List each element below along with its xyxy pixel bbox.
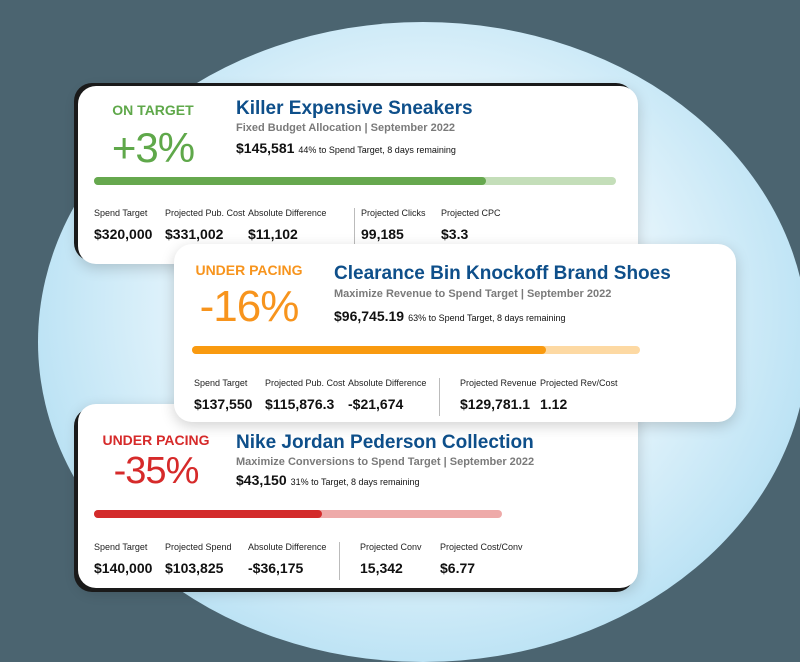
progress-fill (192, 346, 546, 354)
campaign-subtitle: Maximize Revenue to Spend Target | Septe… (334, 288, 612, 300)
campaign-title[interactable]: Clearance Bin Knockoff Brand Shoes (334, 263, 671, 284)
spend-amount: $145,581 (236, 140, 295, 156)
progress-fill (94, 510, 323, 518)
metric-projected-pub-cost: Projected Pub. Cost $331,002 (165, 208, 246, 242)
metric-absolute-difference: Absolute Difference -$21,674 (348, 378, 427, 412)
metric-projected-revenue: Projected Revenue $129,781.1 (460, 378, 537, 412)
campaign-card-killer-expensive-sneakers[interactable]: ON TARGET +3% Killer Expensive Sneakers … (78, 86, 638, 264)
status-badge: ON TARGET (112, 102, 194, 118)
campaign-card-clearance-bin-knockoff[interactable]: UNDER PACING -16% Clearance Bin Knockoff… (174, 244, 736, 422)
divider (439, 378, 440, 416)
metric-spend-target: Spend Target $320,000 (94, 208, 153, 242)
metric-absolute-difference: Absolute Difference -$36,175 (248, 542, 327, 576)
progress-fill (94, 177, 486, 185)
pacing-percent: +3% (111, 124, 195, 171)
progress-bar (192, 346, 640, 354)
metric-absolute-difference: Absolute Difference $11,102 (248, 208, 327, 242)
campaign-card-nike-jordan-pederson[interactable]: UNDER PACING -35% Nike Jordan Pederson C… (78, 404, 638, 588)
metric-projected-cost-conv: Projected Cost/Conv $6.77 (440, 542, 523, 576)
divider (339, 542, 340, 580)
status-badge: UNDER PACING (195, 262, 303, 278)
spend-amount: $43,150 (236, 472, 287, 488)
spend-description: 63% to Spend Target, 8 days remaining (408, 313, 566, 323)
metric-projected-spend: Projected Spend $103,825 (165, 542, 232, 576)
metric-projected-conv: Projected Conv 15,342 (360, 542, 422, 576)
pacing-percent: -16% (199, 282, 300, 331)
metric-projected-clicks: Projected Clicks 99,185 (361, 208, 426, 242)
campaign-title[interactable]: Killer Expensive Sneakers (236, 98, 473, 119)
spend-description: 31% to Target, 8 days remaining (290, 477, 420, 487)
progress-bar (94, 510, 502, 518)
metric-projected-pub-cost: Projected Pub. Cost $115,876.3 (265, 378, 346, 412)
campaign-subtitle: Maximize Conversions to Spend Target | S… (236, 456, 535, 468)
metric-projected-cpc: Projected CPC $3.3 (441, 208, 501, 242)
status-badge: UNDER PACING (102, 432, 210, 448)
progress-bar (94, 177, 616, 185)
spend-summary: $96,745.19 63% to Spend Target, 8 days re… (334, 308, 566, 326)
spend-amount: $96,745.19 (334, 308, 405, 324)
metrics-row: Spend Target $140,000 Projected Spend $1… (94, 542, 523, 580)
metrics-row: Spend Target $320,000 Projected Pub. Cos… (94, 208, 501, 246)
spend-description: 44% to Spend Target, 8 days remaining (298, 145, 456, 155)
spend-summary: $145,581 44% to Spend Target, 8 days rema… (236, 140, 456, 158)
campaign-subtitle: Fixed Budget Allocation | September 2022 (236, 122, 456, 134)
metric-spend-target: Spend Target $137,550 (194, 378, 253, 412)
divider (354, 208, 355, 246)
campaign-title[interactable]: Nike Jordan Pederson Collection (236, 432, 534, 453)
spend-summary: $43,150 31% to Target, 8 days remaining (236, 472, 420, 490)
pacing-percent: -35% (113, 450, 200, 492)
metrics-row: Spend Target $137,550 Projected Pub. Cos… (194, 378, 618, 416)
metric-projected-rev-cost: Projected Rev/Cost 1.12 (540, 378, 618, 412)
metric-spend-target: Spend Target $140,000 (94, 542, 153, 576)
